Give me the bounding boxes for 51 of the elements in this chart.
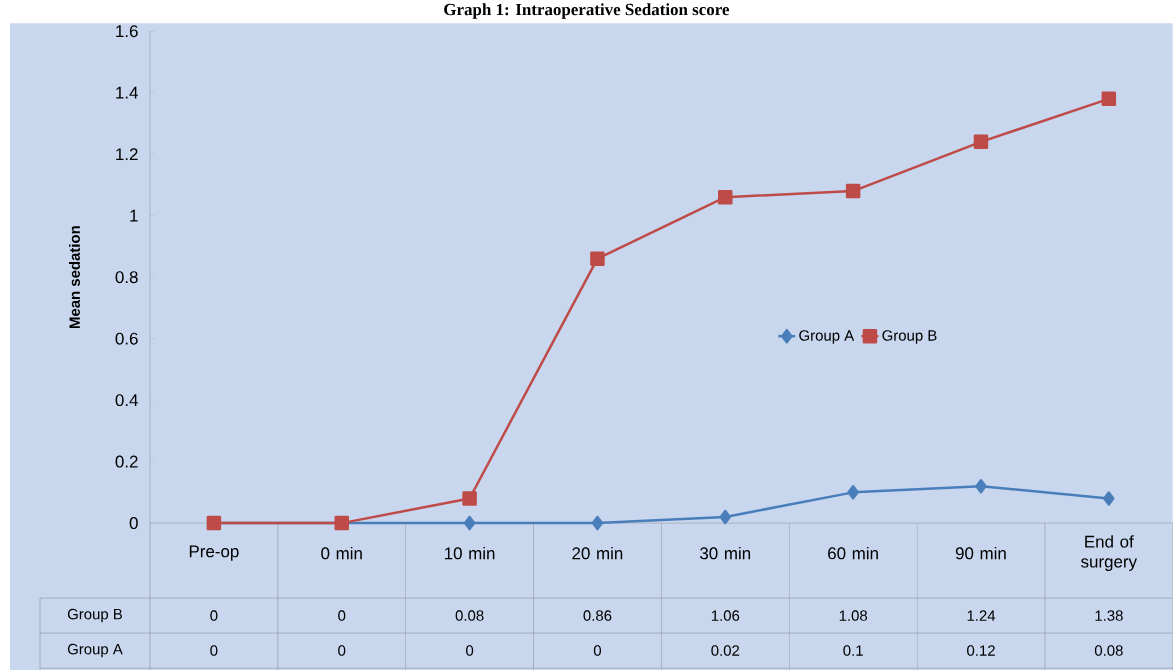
x-tick-label: 60 min (828, 546, 878, 560)
x-tick-label: 20 min (572, 546, 623, 560)
point (847, 484, 859, 500)
x-tick-label: Pre-op (189, 545, 239, 561)
point (462, 491, 477, 506)
point (845, 183, 861, 199)
x-tick-label: 0 min (321, 546, 362, 560)
y-tick-label: 1 (130, 209, 138, 222)
x-tick-label: 90 min (955, 546, 1006, 560)
y-tick-label: 0.6 (115, 332, 138, 345)
y-tick-label: 1.6 (116, 25, 138, 38)
data-label: 1.24 (967, 610, 996, 621)
data-label: 1.06 (711, 610, 740, 621)
data-label: 0.02 (711, 645, 740, 656)
data-label: 0 (466, 645, 474, 656)
x-tick-label: 30 min (700, 546, 751, 560)
data-label: 0.12 (967, 645, 995, 656)
y-axis-title: Mean sedation (69, 226, 80, 328)
point (718, 189, 733, 205)
chart-title: Graph 1: Intraoperative Sedation score (444, 3, 730, 19)
point (1103, 491, 1115, 506)
data-label: 1.38 (1095, 610, 1123, 621)
data-label: 0 (338, 645, 346, 656)
y-tick-label: 0.8 (115, 271, 138, 283)
y-tick-label: 0.2 (115, 455, 138, 468)
legend-label: Group A (799, 330, 855, 344)
y-tick-label: 1.4 (116, 86, 138, 99)
point (973, 134, 989, 149)
data-label: 0.08 (455, 610, 484, 621)
text: Group B (67, 608, 122, 623)
x-tick-label: 10 min (445, 546, 495, 560)
point (1101, 91, 1117, 106)
point (463, 515, 476, 531)
point (719, 509, 732, 525)
y-tick-label: 1.2 (116, 148, 138, 160)
legend-label: Group B (882, 330, 937, 344)
y-tick-label: 0 (129, 516, 138, 529)
data-label: 0 (338, 610, 346, 621)
data-label: 0.1 (843, 645, 863, 656)
data-label: 0.08 (1094, 645, 1123, 656)
data-label: 0 (593, 645, 602, 656)
point (591, 515, 604, 531)
data-label: 0 (210, 645, 218, 656)
x-tick-label: End of surgery (1081, 535, 1137, 571)
y-tick-label: 0.4 (115, 393, 138, 406)
data-label: 1.08 (839, 610, 868, 621)
text: Group A (67, 643, 123, 658)
point (590, 251, 605, 266)
point (975, 478, 987, 494)
data-label: 0 (210, 610, 218, 621)
data-label: 0.86 (583, 610, 612, 621)
